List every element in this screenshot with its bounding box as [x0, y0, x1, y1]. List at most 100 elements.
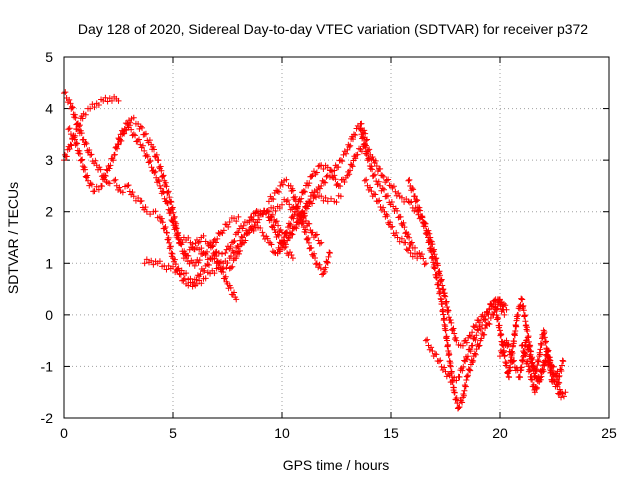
data-point	[272, 219, 279, 226]
data-point	[209, 243, 216, 250]
data-point	[224, 243, 231, 250]
data-point	[526, 367, 533, 374]
data-point	[138, 197, 145, 204]
data-point	[422, 260, 429, 267]
data-point	[152, 208, 159, 215]
data-point	[139, 142, 146, 149]
data-point	[452, 334, 459, 341]
data-point	[320, 166, 327, 173]
data-point	[115, 97, 122, 104]
data-point	[541, 328, 548, 335]
data-point	[357, 126, 364, 133]
data-point	[137, 198, 144, 205]
data-point	[289, 255, 296, 262]
data-point	[470, 323, 477, 330]
data-point	[256, 216, 263, 223]
data-point	[418, 251, 425, 258]
data-point	[542, 352, 549, 359]
data-point	[66, 96, 73, 103]
data-point	[277, 246, 284, 253]
data-point	[158, 167, 165, 174]
data-point	[300, 188, 307, 195]
data-point	[444, 337, 451, 344]
data-point	[414, 197, 421, 204]
data-point	[163, 266, 170, 273]
data-point	[270, 196, 277, 203]
data-point	[215, 260, 222, 267]
data-point	[310, 168, 317, 175]
data-point	[451, 330, 458, 337]
data-point	[411, 244, 418, 251]
data-point	[104, 98, 111, 105]
data-point	[291, 211, 298, 218]
data-point	[507, 349, 514, 356]
data-point	[461, 387, 468, 394]
data-point	[179, 239, 186, 246]
data-point	[118, 137, 125, 144]
data-point	[439, 301, 446, 308]
data-point	[236, 250, 243, 257]
data-point	[406, 176, 413, 183]
data-point	[159, 173, 166, 180]
data-point	[313, 169, 320, 176]
data-point	[196, 257, 203, 264]
data-point	[560, 393, 567, 400]
data-point	[316, 185, 323, 192]
data-point	[438, 363, 445, 370]
data-point	[178, 267, 185, 274]
data-point	[162, 224, 169, 231]
data-point	[550, 371, 557, 378]
data-point	[286, 249, 293, 256]
x-tick-label: 20	[492, 425, 508, 441]
data-point	[283, 229, 290, 236]
data-point	[106, 165, 113, 172]
data-point	[174, 268, 181, 275]
data-point	[114, 145, 121, 152]
data-point	[316, 261, 323, 268]
data-point	[324, 198, 331, 205]
data-point	[191, 262, 198, 269]
data-point	[227, 284, 234, 291]
data-point	[87, 180, 94, 187]
data-point	[157, 185, 164, 192]
data-point	[510, 358, 517, 365]
data-point	[265, 198, 272, 205]
data-point	[301, 188, 308, 195]
data-point	[326, 249, 333, 256]
data-point	[128, 126, 135, 133]
data-point	[197, 271, 204, 278]
data-point	[139, 124, 146, 131]
series-arc-16	[497, 337, 567, 385]
y-tick-label: 1	[45, 255, 53, 271]
data-point	[79, 115, 86, 122]
data-point	[79, 156, 86, 163]
data-point	[405, 198, 412, 205]
data-point	[496, 297, 503, 304]
data-point	[358, 125, 365, 132]
data-point	[505, 341, 512, 348]
data-point	[364, 136, 371, 143]
data-point	[428, 248, 435, 255]
data-point	[63, 153, 70, 160]
data-point	[305, 234, 312, 241]
data-point	[68, 142, 75, 149]
data-point	[424, 229, 431, 236]
data-point	[124, 182, 131, 189]
data-point	[195, 239, 202, 246]
data-point	[69, 104, 76, 111]
data-point	[202, 275, 209, 282]
data-point	[379, 185, 386, 192]
data-point	[318, 182, 325, 189]
data-point	[283, 198, 290, 205]
data-point	[337, 157, 344, 164]
data-point	[447, 363, 454, 370]
data-point	[101, 176, 108, 183]
data-point	[466, 332, 473, 339]
data-point	[287, 182, 294, 189]
data-point	[486, 305, 493, 312]
data-point	[528, 373, 535, 380]
data-point	[194, 272, 201, 279]
data-point	[168, 199, 175, 206]
x-tick-label: 25	[601, 425, 617, 441]
data-point	[460, 363, 467, 370]
